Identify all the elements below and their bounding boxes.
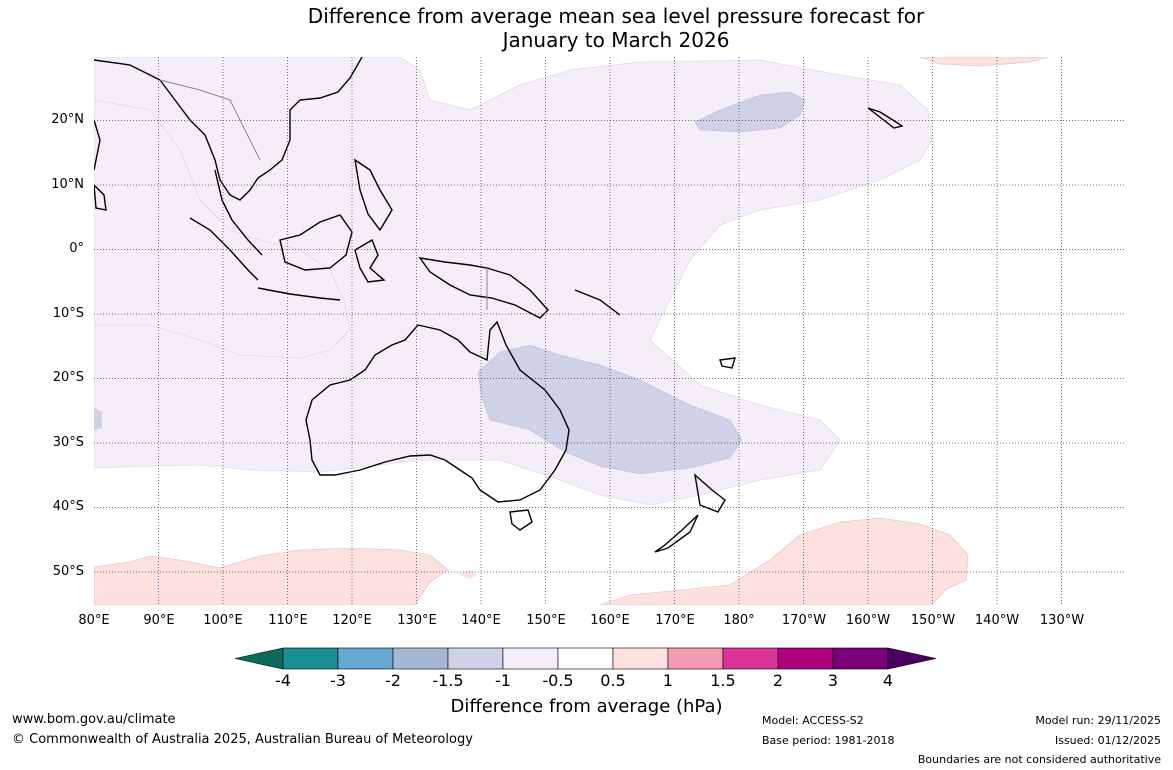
colorbar-label: 1.5 <box>710 671 736 690</box>
sulawesi <box>354 238 386 283</box>
sri-lanka <box>94 184 107 211</box>
borneo <box>279 214 353 271</box>
sumatra <box>189 217 259 281</box>
gridlines <box>94 57 1126 605</box>
lon-label-90e: 90°E <box>143 613 175 628</box>
colorbar-label: -3 <box>330 671 346 690</box>
lon-label-150w: 150°W <box>910 613 956 628</box>
colorbar-swatch <box>337 647 394 670</box>
philippines <box>354 158 393 232</box>
anomaly-medium-negative-west <box>94 408 102 430</box>
lon-label-180: 180° <box>723 613 755 628</box>
copyright: © Commonwealth of Australia 2025, Austra… <box>12 732 473 747</box>
colorbar-label: 2 <box>772 671 784 690</box>
colorbar-swatch <box>722 647 779 670</box>
map-title: Difference from average mean sea level p… <box>0 4 1173 52</box>
country-borders <box>159 79 488 310</box>
asia-coastline <box>94 57 363 201</box>
colorbar-label: -1.5 <box>432 671 464 690</box>
new-zealand-south <box>654 514 699 553</box>
lat-label-40s: 40°S <box>52 499 84 514</box>
anomaly-positive-southwest <box>94 547 449 605</box>
solomon-islands <box>574 289 621 316</box>
anomaly-positive-southeast <box>599 517 969 605</box>
lon-label-120e: 120°E <box>332 613 372 628</box>
lon-label-110e: 110°E <box>268 613 308 628</box>
colorbar-swatch <box>557 647 614 670</box>
anomaly-positive-north <box>919 57 1049 67</box>
lat-label-0: 0° <box>69 241 84 256</box>
border-indochina <box>159 79 261 161</box>
lat-label-20n: 20°N <box>51 112 84 127</box>
boundaries-disclaimer: Boundaries are not considered authoritat… <box>917 753 1161 766</box>
colorbar-label: -2 <box>385 671 401 690</box>
anomaly-medium-negative-pacific <box>694 91 806 133</box>
colorbar-swatch <box>777 647 834 670</box>
colorbar-label: -4 <box>275 671 291 690</box>
lon-label-150e: 150°E <box>526 613 566 628</box>
lon-label-160w: 160°W <box>845 613 891 628</box>
lon-label-130e: 130°E <box>397 613 437 628</box>
colorbar-swatch <box>447 647 504 670</box>
india-coastline <box>94 119 101 171</box>
colorbar-swatch <box>832 647 889 670</box>
colorbar-title: Difference from average (hPa) <box>450 696 723 717</box>
colorbar <box>234 647 937 670</box>
anomaly-medium-negative-australia <box>477 344 743 475</box>
colorbar-swatch <box>612 647 669 670</box>
lon-label-160e: 160°E <box>590 613 630 628</box>
lat-label-10s: 10°S <box>52 306 84 321</box>
tasmania <box>509 509 533 531</box>
lat-label-10n: 10°N <box>51 177 84 192</box>
colorbar-swatch <box>667 647 724 670</box>
coastlines <box>94 57 904 553</box>
anomaly-light-negative <box>94 57 933 506</box>
malay-peninsula <box>214 169 263 256</box>
lon-label-130w: 130°W <box>1039 613 1085 628</box>
colorbar-label: 3 <box>827 671 839 690</box>
lon-label-80e: 80°E <box>78 613 110 628</box>
title-line-1: Difference from average mean sea level p… <box>307 4 925 28</box>
hawaii <box>867 107 904 129</box>
map-area <box>94 57 1126 605</box>
australia-coastline <box>305 320 570 503</box>
colorbar-label: -1 <box>495 671 511 690</box>
lon-label-140e: 140°E <box>461 613 501 628</box>
lon-label-140w: 140°W <box>974 613 1020 628</box>
colorbar-label: -0.5 <box>542 671 574 690</box>
base-period: Base period: 1981-2018 <box>762 734 895 747</box>
model-run: Model run: 29/11/2025 <box>1035 714 1161 727</box>
model-name: Model: ACCESS-S2 <box>762 714 864 727</box>
colorbar-label: 1 <box>662 671 674 690</box>
new-zealand-north <box>693 473 726 513</box>
website-link[interactable]: www.bom.gov.au/climate <box>12 712 176 727</box>
colorbar-extend-low <box>234 647 284 670</box>
colorbar-swatch <box>502 647 559 670</box>
lat-label-50s: 50°S <box>52 564 84 579</box>
colorbar-swatch <box>392 647 449 670</box>
lon-label-170w: 170°W <box>781 613 827 628</box>
java <box>257 287 341 301</box>
lon-label-100e: 100°E <box>203 613 243 628</box>
colorbar-extend-high <box>887 647 937 670</box>
fiji <box>719 357 736 369</box>
lat-label-20s: 20°S <box>52 370 84 385</box>
issued-date: Issued: 01/12/2025 <box>1054 734 1161 747</box>
lat-label-30s: 30°S <box>52 435 84 450</box>
title-line-2: January to March 2026 <box>502 28 730 52</box>
colorbar-label: 4 <box>882 671 894 690</box>
lon-label-170e: 170°E <box>655 613 695 628</box>
colorbar-swatch <box>282 647 339 670</box>
colorbar-label: 0.5 <box>600 671 626 690</box>
